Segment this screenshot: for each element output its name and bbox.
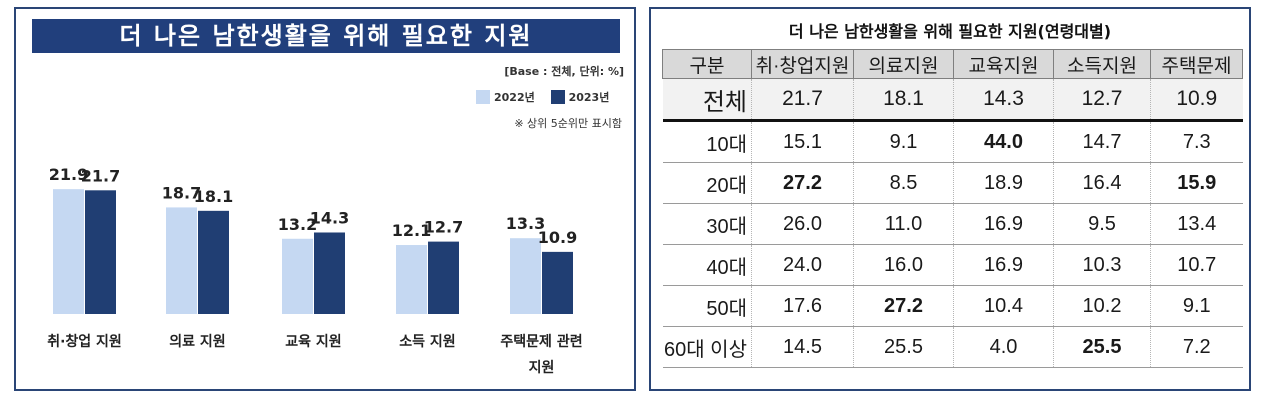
data-label-2023-4: 10.9: [538, 228, 577, 247]
table-cell: 9.5: [1053, 203, 1151, 245]
table-cell: 27.2: [853, 285, 954, 327]
table-header-row: 구분 취·창업지원 의료지원 교육지원 소득지원 주택문제: [662, 49, 1243, 79]
row-label: 50대: [662, 285, 752, 327]
rank-note: ※ 상위 5순위만 표시함: [514, 117, 622, 130]
table-cell: 11.0: [853, 203, 954, 245]
data-label-2022-4: 13.3: [506, 214, 545, 233]
chart-legend: 2022년 2023년: [476, 89, 621, 107]
data-label-2022-3: 12.1: [392, 221, 431, 240]
category-label-4-1: 지원: [529, 360, 555, 376]
base-note: [Base : 전체, 단위: %]: [504, 65, 624, 78]
table-header-0: 구분: [662, 49, 752, 79]
category-label-3: 소득 지원: [399, 334, 455, 350]
data-label-2022-2: 13.2: [278, 215, 317, 234]
table-cell: 9.1: [1150, 285, 1243, 327]
table-header-2: 의료지원: [853, 49, 954, 79]
data-label-2023-3: 12.7: [424, 218, 463, 237]
data-label-2023-2: 14.3: [310, 208, 349, 227]
table-row: 전체 21.7 18.1 14.3 12.7 10.9: [662, 78, 1243, 122]
table-cell: 25.5: [1053, 326, 1151, 368]
table-cell: 21.7: [751, 78, 854, 122]
chart-title: 더 나은 남한생활을 위해 필요한 지원: [32, 19, 620, 53]
table-cell: 15.1: [751, 120, 854, 163]
table-row: 20대 27.2 8.5 18.9 16.4 15.9: [662, 162, 1243, 204]
table-cell: 16.4: [1053, 162, 1151, 204]
legend-label-2022: 2022년: [494, 91, 535, 104]
table-row: 30대 26.0 11.0 16.9 9.5 13.4: [662, 203, 1243, 245]
table-cell: 44.0: [953, 120, 1054, 163]
bar-2022-2: [282, 238, 313, 314]
table-header-5: 주택문제: [1150, 49, 1243, 79]
table-cell: 18.9: [953, 162, 1054, 204]
legend-item-2022: 2022년: [476, 89, 535, 105]
data-label-2023-0: 21.7: [81, 166, 120, 185]
data-label-2023-1: 18.1: [194, 187, 233, 206]
table-cell: 10.4: [953, 285, 1054, 327]
table-cell: 7.2: [1150, 326, 1243, 368]
table-title: 더 나은 남한생활을 위해 필요한 지원(연령대별): [788, 22, 1112, 41]
category-label-2: 교육 지원: [285, 334, 341, 350]
row-label: 40대: [662, 244, 752, 286]
table-cell: 13.4: [1150, 203, 1243, 245]
table-header-4: 소득지원: [1053, 49, 1151, 79]
table-cell: 15.9: [1150, 162, 1243, 204]
table-row: 60대 이상 14.5 25.5 4.0 25.5 7.2: [662, 326, 1243, 368]
row-label: 전체: [662, 78, 752, 122]
bar-2023-3: [428, 241, 459, 314]
legend-swatch-2022: [476, 90, 490, 104]
table-cell: 8.5: [853, 162, 954, 204]
bar-2022-0: [53, 189, 84, 314]
category-label-0: 취·창업 지원: [47, 333, 122, 350]
table-cell: 10.7: [1150, 244, 1243, 286]
bar-2023-2: [314, 232, 345, 314]
legend-label-2023: 2023년: [568, 91, 610, 104]
bar-chart: 21.921.7 취·창업 지원 18.718.1 의료 지원 13.214.3 교육 지…: [47, 165, 582, 376]
category-label-1: 의료 지원: [169, 333, 225, 350]
table-cell: 10.9: [1150, 78, 1243, 122]
table-cell: 16.0: [853, 244, 954, 286]
category-label-4-0: 주택문제 관련: [500, 333, 582, 350]
table-cell: 14.3: [953, 78, 1054, 122]
legend-item-2023: 2023년: [550, 89, 610, 105]
table-cell: 16.9: [953, 244, 1054, 286]
table-row: 40대 24.0 16.0 16.9 10.3 10.7: [662, 244, 1243, 286]
data-label-2022-0: 21.9: [49, 165, 88, 184]
row-label: 10대: [662, 120, 752, 163]
table-row: 10대 15.1 9.1 44.0 14.7 7.3: [662, 120, 1243, 163]
age-table-panel: 더 나은 남한생활을 위해 필요한 지원(연령대별) 구분 취·창업지원 의료지원 교…: [649, 7, 1251, 391]
table-cell: 10.2: [1053, 285, 1151, 327]
table-cell: 7.3: [1150, 120, 1243, 163]
row-label: 30대: [662, 203, 752, 245]
table-cell: 17.6: [751, 285, 854, 327]
table-cell: 14.7: [1053, 120, 1151, 163]
table-cell: 16.9: [953, 203, 1054, 245]
data-label-2022-1: 18.7: [162, 183, 201, 202]
bar-chart-panel: 더 나은 남한생활을 위해 필요한 지원 [Base : 전체, 단위: %] …: [14, 7, 636, 391]
table-row: 50대 17.6 27.2 10.4 10.2 9.1: [662, 285, 1243, 327]
bar-2023-4: [542, 251, 573, 314]
table-cell: 14.5: [751, 326, 854, 368]
row-label: 60대 이상: [662, 326, 752, 368]
table-header-3: 교육지원: [953, 49, 1054, 79]
table-cell: 27.2: [751, 162, 854, 204]
bar-2022-3: [396, 245, 427, 314]
age-group-table: 구분 취·창업지원 의료지원 교육지원 소득지원 주택문제 전체 21.7 18.1 14.3 1…: [662, 49, 1243, 368]
bar-2022-1: [166, 207, 197, 314]
legend-swatch-2023: [550, 90, 565, 104]
table-cell: 26.0: [751, 203, 854, 245]
table-cell: 12.7: [1053, 78, 1151, 122]
table-cell: 25.5: [853, 326, 954, 368]
table-header-1: 취·창업지원: [751, 49, 854, 79]
bar-2023-1: [198, 210, 229, 314]
table-cell: 4.0: [953, 326, 1054, 368]
table-cell: 10.3: [1053, 244, 1151, 286]
bar-2023-0: [85, 190, 116, 314]
table-cell: 24.0: [751, 244, 854, 286]
bar-2022-4: [510, 238, 541, 314]
table-cell: 9.1: [853, 120, 954, 163]
table-cell: 18.1: [853, 78, 954, 122]
row-label: 20대: [662, 162, 752, 204]
